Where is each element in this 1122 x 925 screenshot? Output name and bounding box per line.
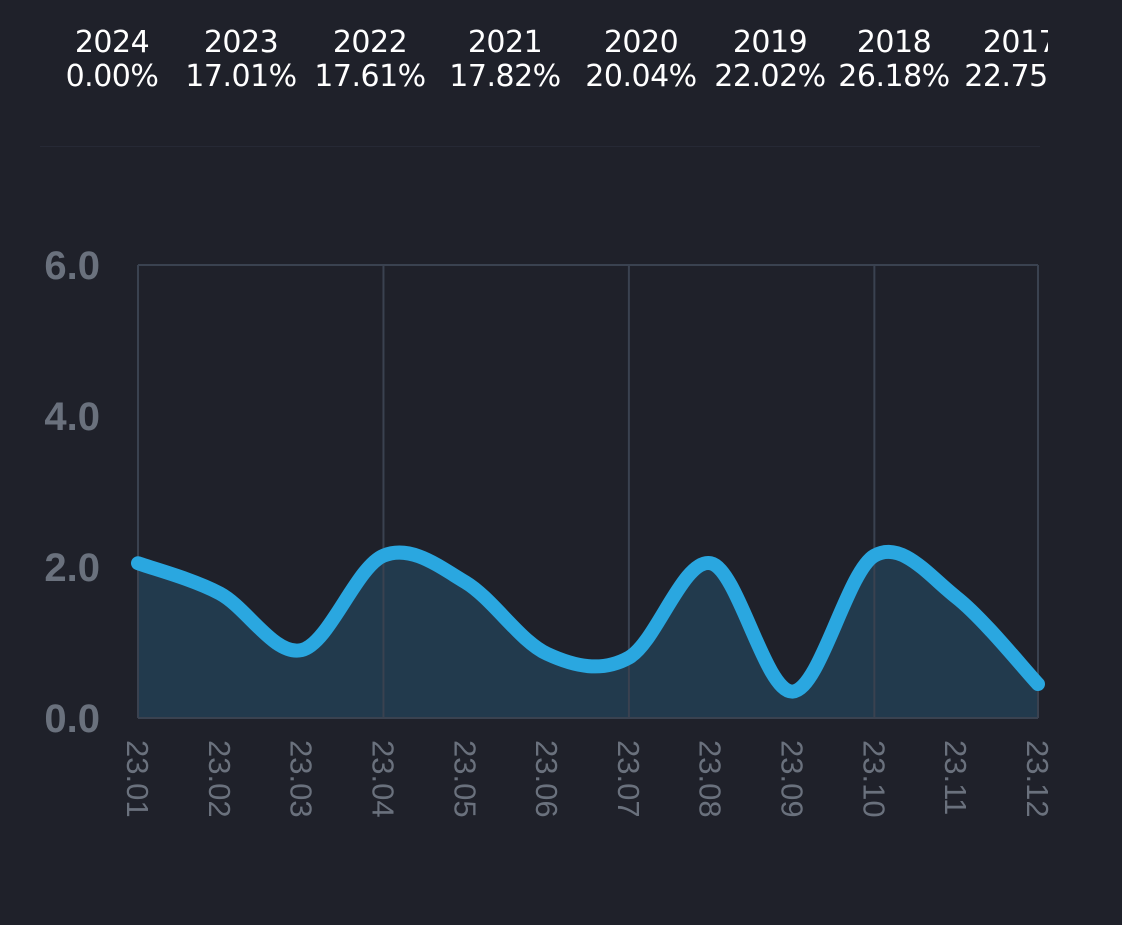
year-return-value: 17.61% <box>314 59 426 94</box>
year-label: 2024 <box>74 25 150 60</box>
year-return-item[interactable]: 2018 26.18% <box>829 26 959 94</box>
year-return-item[interactable]: 201722.75% <box>955 26 1048 94</box>
year-label: 2023 <box>203 25 279 60</box>
year-label: 2020 <box>603 25 679 60</box>
year-return-value: 20.04% <box>585 59 697 94</box>
year-return-item[interactable]: 2022 17.61% <box>305 26 435 94</box>
x-tick-label: 23.10 <box>856 740 891 818</box>
x-tick-label: 23.01 <box>120 740 155 818</box>
year-label: 2021 <box>467 25 543 60</box>
year-return-value: 22.75% <box>964 59 1048 94</box>
x-tick-label: 23.07 <box>611 740 646 818</box>
x-tick-label: 23.11 <box>938 740 973 815</box>
year-return-item[interactable]: 2019 22.02% <box>705 26 835 94</box>
y-tick-label: 4.0 <box>44 395 100 439</box>
x-tick-label: 23.06 <box>529 740 564 818</box>
x-tick-label: 23.03 <box>284 740 319 818</box>
year-return-value: 22.02% <box>714 59 826 94</box>
x-tick-label: 23.08 <box>693 740 728 818</box>
year-return-item[interactable]: 2024 0.00% <box>47 26 177 94</box>
year-label: 2019 <box>732 25 808 60</box>
year-return-item[interactable]: 2023 17.01% <box>176 26 306 94</box>
year-label: 2022 <box>332 25 408 60</box>
x-tick-label: 23.09 <box>775 740 810 818</box>
y-tick-label: 2.0 <box>44 546 100 590</box>
year-return-item[interactable]: 2020 20.04% <box>576 26 706 94</box>
x-tick-label: 23.12 <box>1020 740 1055 818</box>
year-return-value: 17.01% <box>185 59 297 94</box>
year-label: 2018 <box>856 25 932 60</box>
year-return-value: 17.82% <box>449 59 561 94</box>
x-tick-label: 23.05 <box>447 740 482 818</box>
x-tick-label: 23.04 <box>365 740 400 818</box>
year-label: 2017 <box>982 25 1048 60</box>
divider <box>40 146 1040 147</box>
year-return-strip[interactable]: 2024 0.00% 2023 17.01% 2022 17.61% 2021 17.82% 2… <box>0 0 1048 150</box>
year-return-value: 26.18% <box>838 59 950 94</box>
x-tick-label: 23.02 <box>202 740 237 818</box>
year-return-value: 0.00% <box>65 59 159 94</box>
series-line <box>131 544 1045 699</box>
y-tick-label: 0.0 <box>44 697 100 741</box>
year-return-item[interactable]: 2021 17.82% <box>440 26 570 94</box>
y-tick-label: 6.0 <box>44 244 100 288</box>
